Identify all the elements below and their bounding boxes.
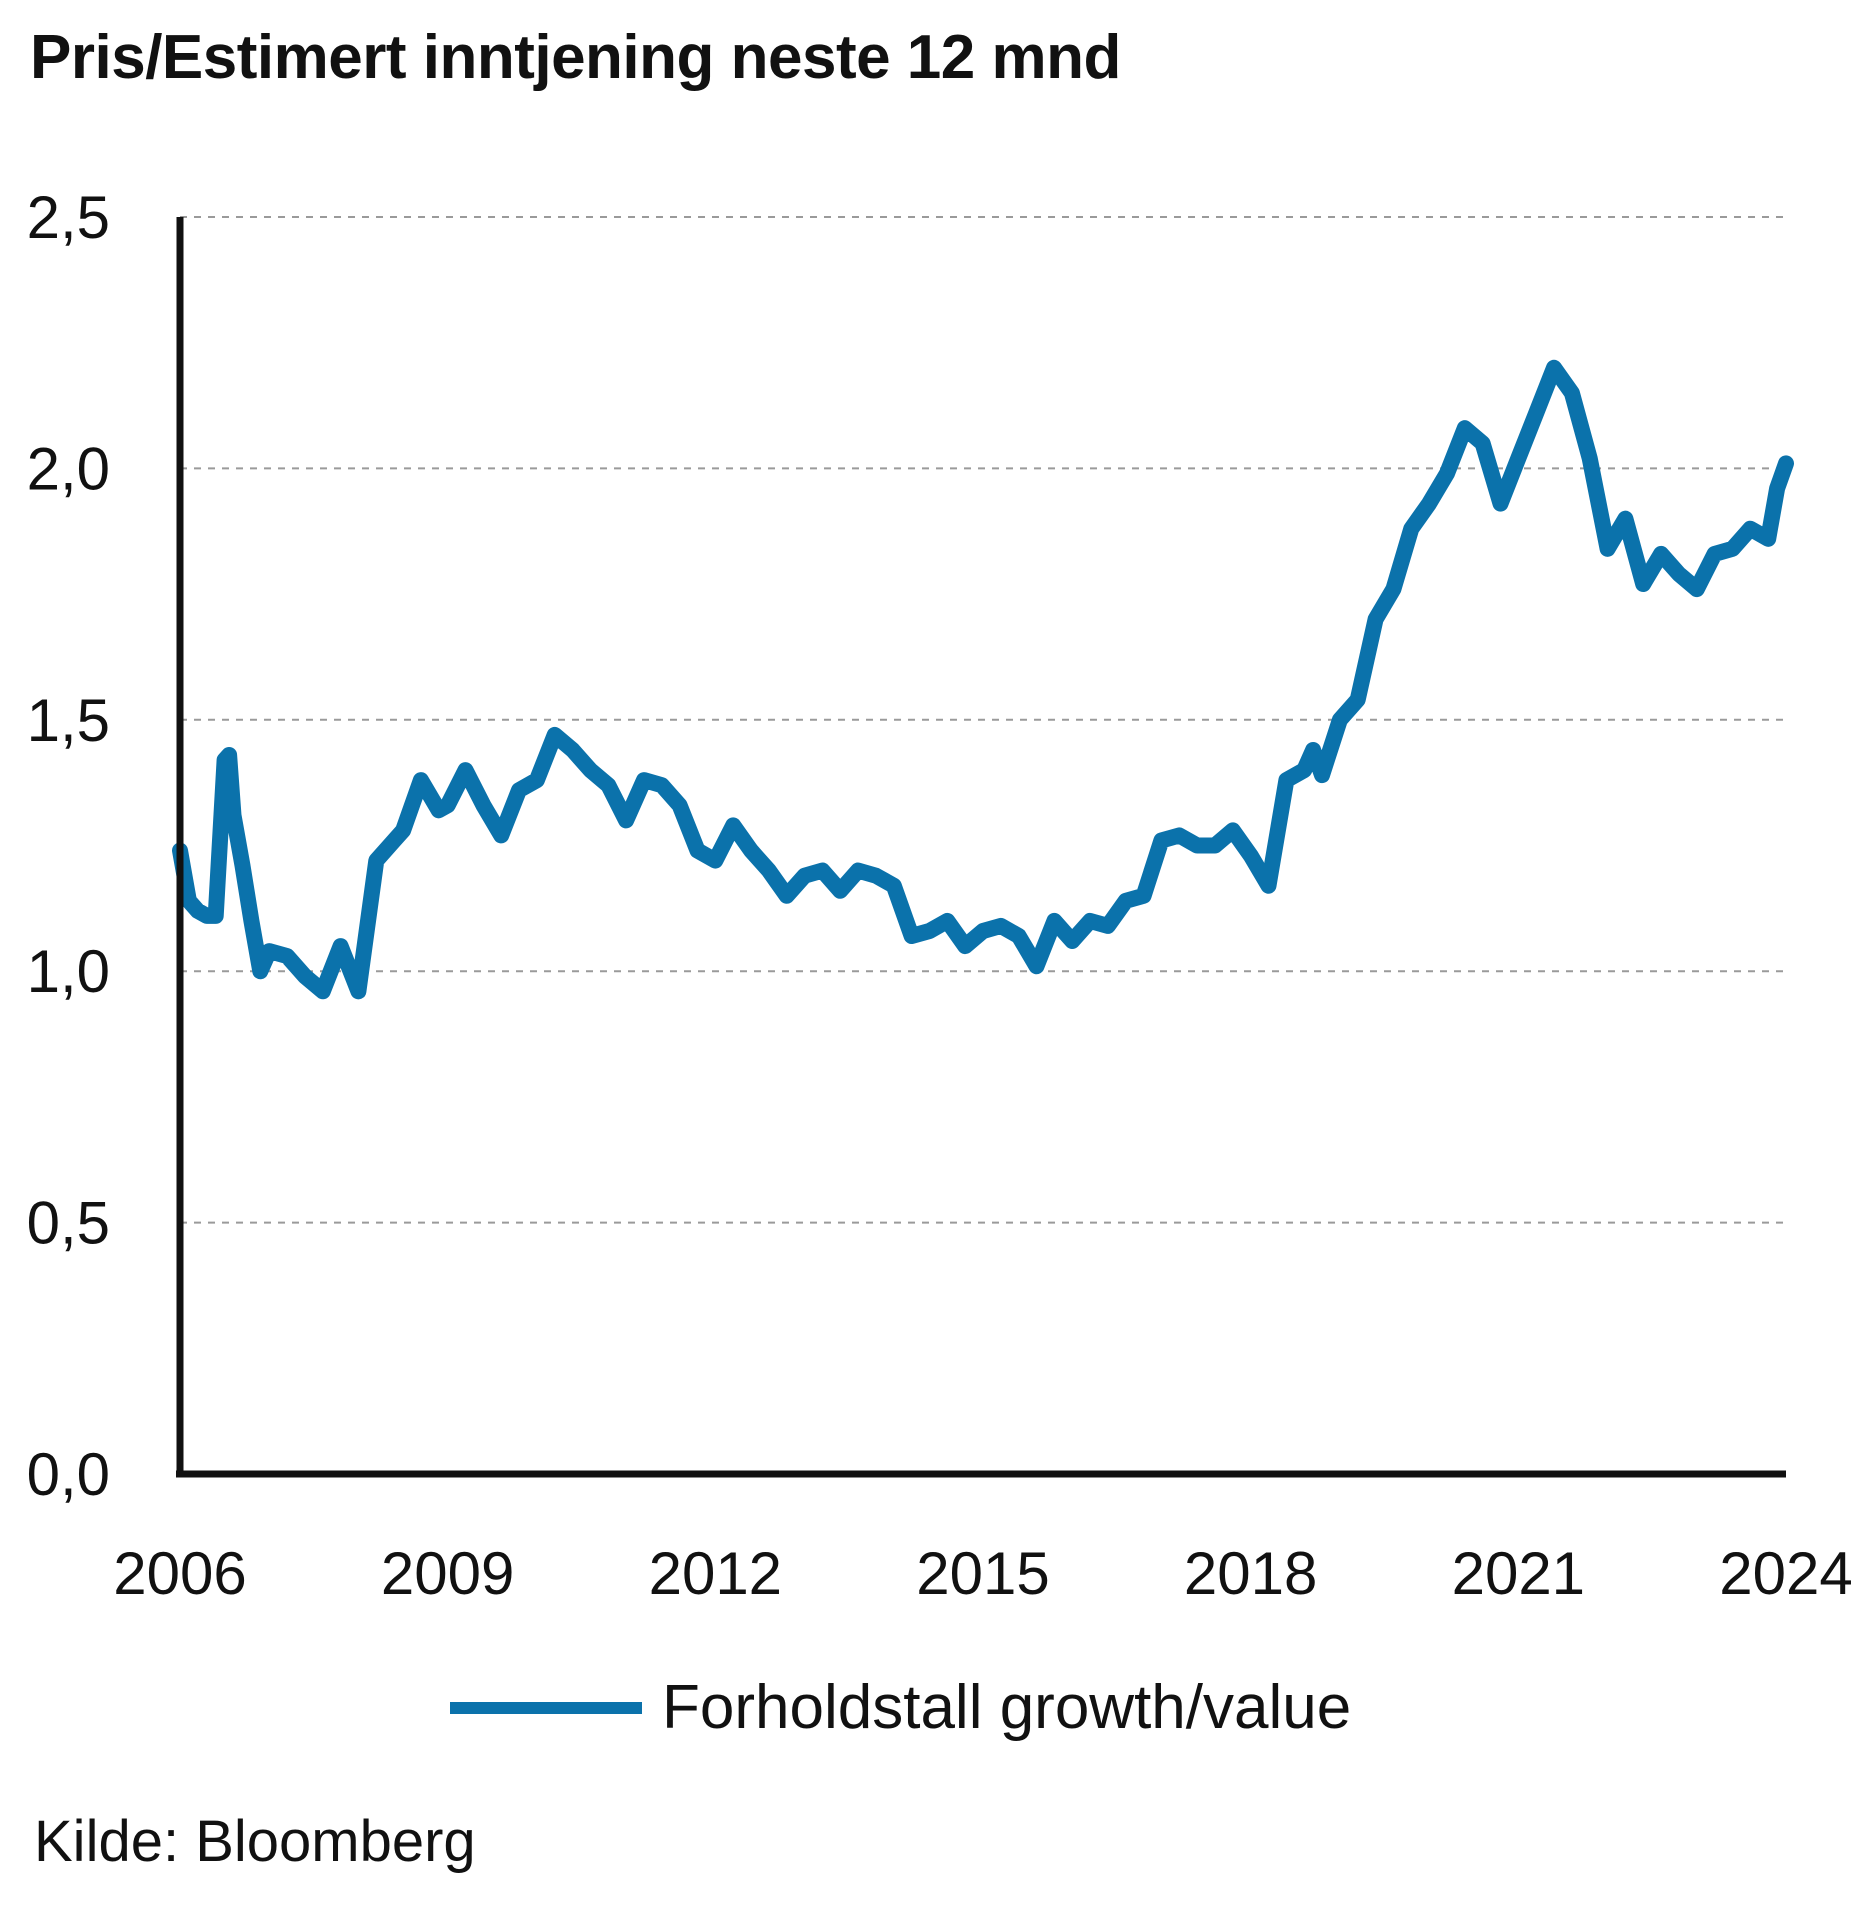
legend-swatch (450, 1701, 642, 1714)
chart-title: Pris/Estimert inntjening neste 12 mnd (30, 23, 1121, 92)
y-tick-label: 2,0 (27, 435, 110, 502)
series-line-growth-value (172, 359, 1794, 1000)
x-tick-label: 2009 (381, 1540, 514, 1607)
x-tick-label: 2021 (1452, 1540, 1585, 1607)
y-axis-ticks: 0,0 0,5 1,0 1,5 2,0 2,5 (27, 184, 110, 1508)
x-axis-ticks: 2006 2009 2012 2015 2018 2021 2024 (113, 1540, 1852, 1607)
legend: Forholdstall growth/value (450, 1672, 1351, 1743)
gridlines (180, 216, 1786, 1224)
x-tick-label: 2015 (916, 1540, 1049, 1607)
y-tick-label: 1,0 (27, 938, 110, 1005)
x-tick-label: 2006 (113, 1540, 246, 1607)
y-tick-label: 0,5 (27, 1190, 110, 1257)
y-tick-label: 1,5 (27, 687, 110, 754)
chart-plot: 0,00,51,01,52,02,5 2006 2009 2012 2015 2018 2… (27, 184, 1853, 1607)
y-tick-label: 0,0 (27, 1441, 110, 1508)
legend-label: Forholdstall growth/value (662, 1673, 1352, 1742)
source-note: Kilde: Bloomberg (34, 1809, 476, 1874)
x-tick-label: 2012 (649, 1540, 782, 1607)
y-tick-label: 2,5 (27, 184, 110, 251)
x-tick-label: 2018 (1184, 1540, 1317, 1607)
x-tick-label: 2024 (1719, 1540, 1852, 1607)
